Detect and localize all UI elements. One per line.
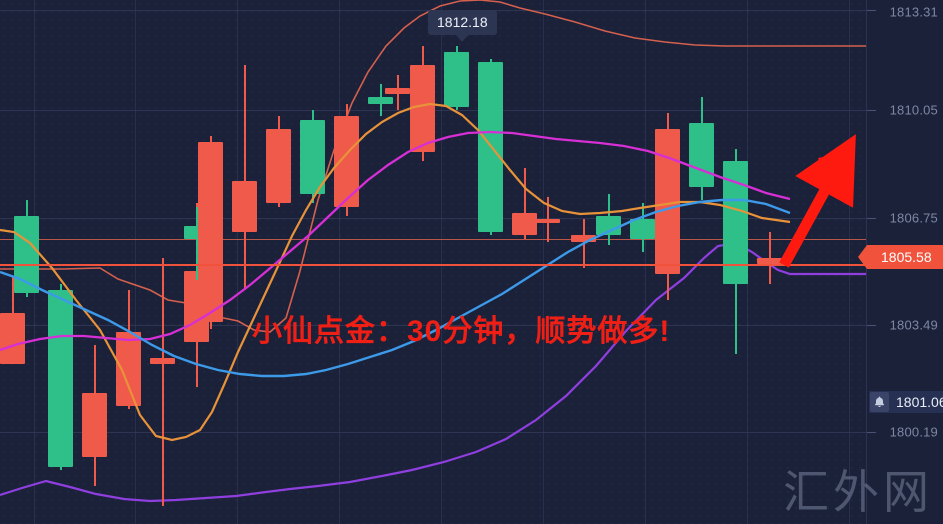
- vgridline: [441, 0, 442, 524]
- vgridline: [237, 0, 238, 524]
- price-label-1806: 1806.75: [889, 210, 938, 226]
- candle-body: [198, 142, 223, 323]
- price-label-1813: 1813.31: [889, 4, 938, 20]
- candlestick-down[interactable]: [385, 0, 410, 524]
- candle-body: [689, 122, 714, 188]
- bullish-trend-arrow: [779, 134, 856, 268]
- vgridline: [543, 0, 544, 524]
- candlestick-down[interactable]: [0, 0, 25, 524]
- candle-wick: [546, 196, 549, 242]
- candlestick-down[interactable]: [266, 0, 291, 524]
- candle-body: [0, 312, 25, 365]
- axis-tick: [867, 432, 876, 433]
- vgridline: [645, 0, 646, 524]
- candle-body: [630, 219, 655, 239]
- price-tooltip: 1812.18: [428, 10, 497, 42]
- candlestick-down[interactable]: [757, 0, 782, 524]
- candlestick-down[interactable]: [82, 0, 107, 524]
- candlestick-up[interactable]: [444, 0, 469, 524]
- axis-tick: [867, 10, 876, 11]
- candle-body: [385, 87, 410, 94]
- candle-body: [232, 180, 257, 233]
- candle-wick: [195, 206, 198, 281]
- candle-body: [48, 290, 73, 468]
- promo-overlay-text: 小仙点金：30分钟，顺势做多!: [252, 315, 671, 348]
- candlestick-down[interactable]: [232, 0, 257, 524]
- candle-body: [300, 119, 325, 194]
- candlestick-down[interactable]: [512, 0, 537, 524]
- price-label-1803: 1803.49: [889, 317, 938, 333]
- price-alert-row[interactable]: 1801.06: [869, 391, 943, 413]
- candlestick-up[interactable]: [300, 0, 325, 524]
- price-axis[interactable]: 1813.31 1810.05 1806.75 1803.49 1800.19 …: [858, 0, 943, 524]
- price-label-1810: 1810.05: [889, 102, 938, 118]
- candlestick-up[interactable]: [368, 0, 393, 524]
- candle-body: [571, 235, 596, 242]
- indicator-lines-front: [0, 102, 791, 442]
- candle-body: [150, 357, 175, 365]
- candlestick-up[interactable]: [596, 0, 621, 524]
- axis-tick: [867, 218, 876, 219]
- candle-wick: [161, 257, 164, 506]
- vgridline: [135, 0, 136, 524]
- candlestick-up[interactable]: [14, 0, 39, 524]
- gridline-1806: [0, 218, 866, 219]
- current-price-line: [0, 264, 866, 266]
- alert-price-value: 1801.06: [896, 394, 943, 410]
- price-label-1800: 1800.19: [889, 424, 938, 440]
- candlestick-up[interactable]: [689, 0, 714, 524]
- support-line-upper: [0, 239, 866, 240]
- gridline-1800: [0, 432, 866, 433]
- candle-body: [444, 52, 469, 107]
- axis-tick: [867, 325, 876, 326]
- site-watermark: 汇外网: [783, 466, 933, 518]
- vgridline: [339, 0, 340, 524]
- candle-body: [757, 257, 782, 265]
- candlestick-down[interactable]: [198, 0, 223, 524]
- candle-body: [368, 97, 393, 104]
- axis-tick: [867, 110, 876, 111]
- candle-body: [14, 216, 39, 294]
- candle-body: [82, 393, 107, 458]
- chart-plot-area[interactable]: 1812.18 小仙点金：30分钟，顺势做多!: [0, 0, 866, 524]
- candlestick-down[interactable]: [410, 0, 435, 524]
- candle-body: [596, 216, 621, 236]
- candle-body: [410, 65, 435, 152]
- current-price-badge[interactable]: 1805.58: [858, 245, 943, 269]
- candlestick-up[interactable]: [630, 0, 655, 524]
- candle-wick: [523, 167, 526, 239]
- gridline-1803: [0, 325, 866, 326]
- candle-body: [266, 129, 291, 204]
- alert-bell-icon[interactable]: [870, 392, 889, 412]
- candle-wick: [243, 65, 246, 291]
- candle-wick: [768, 232, 771, 284]
- candle-body: [535, 219, 560, 223]
- candlestick-down[interactable]: [150, 0, 175, 524]
- candle-body: [512, 212, 537, 236]
- candlestick-up[interactable]: [48, 0, 73, 524]
- vgridline: [849, 0, 850, 524]
- candlestick-down[interactable]: [535, 0, 560, 524]
